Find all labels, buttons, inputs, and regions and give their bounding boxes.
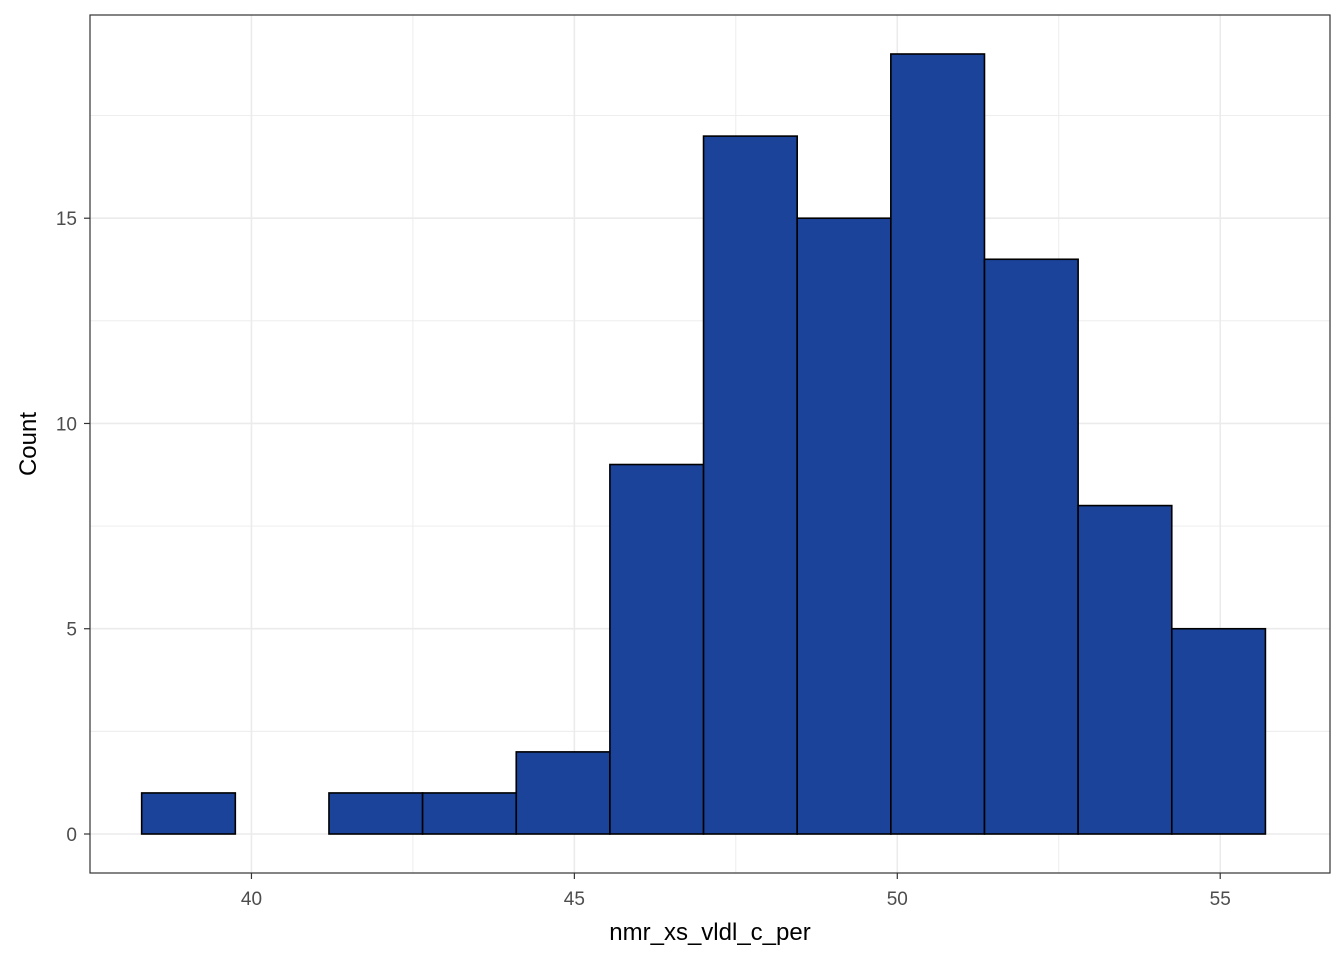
- y-tick-label: 5: [66, 620, 77, 641]
- y-tick-label: 10: [56, 414, 77, 435]
- histogram-bar: [140, 792, 237, 835]
- y-axis-title: Count: [15, 412, 42, 476]
- panel-border: [89, 14, 1331, 874]
- x-tick-label: 40: [241, 889, 262, 910]
- histogram-bar: [515, 751, 611, 835]
- x-tick-label: 50: [887, 889, 908, 910]
- histogram-bar: [328, 792, 424, 835]
- histogram-bars: [140, 53, 1267, 835]
- histogram-bar: [890, 53, 986, 835]
- histogram-bar: [421, 792, 518, 835]
- x-axis-ticks: 40 45 50 55: [241, 873, 1231, 910]
- x-axis-title: nmr_xs_vldl_c_per: [609, 919, 810, 946]
- histogram-bar: [702, 135, 798, 835]
- histogram-bar: [609, 463, 705, 835]
- y-tick-label: 0: [66, 825, 77, 846]
- histogram-bar: [1077, 504, 1173, 835]
- x-tick-label: 55: [1210, 889, 1231, 910]
- histogram-bar: [1170, 627, 1267, 835]
- y-tick-label: 15: [56, 209, 77, 230]
- y-axis-ticks: 0 5 10 15: [56, 209, 90, 846]
- histogram-bar: [796, 217, 892, 835]
- histogram-bar: [983, 258, 1079, 835]
- x-tick-label: 45: [564, 889, 585, 910]
